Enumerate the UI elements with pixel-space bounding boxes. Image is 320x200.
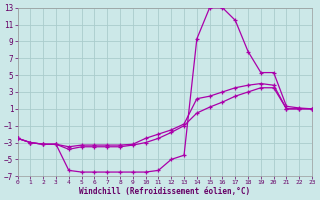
- X-axis label: Windchill (Refroidissement éolien,°C): Windchill (Refroidissement éolien,°C): [79, 187, 250, 196]
